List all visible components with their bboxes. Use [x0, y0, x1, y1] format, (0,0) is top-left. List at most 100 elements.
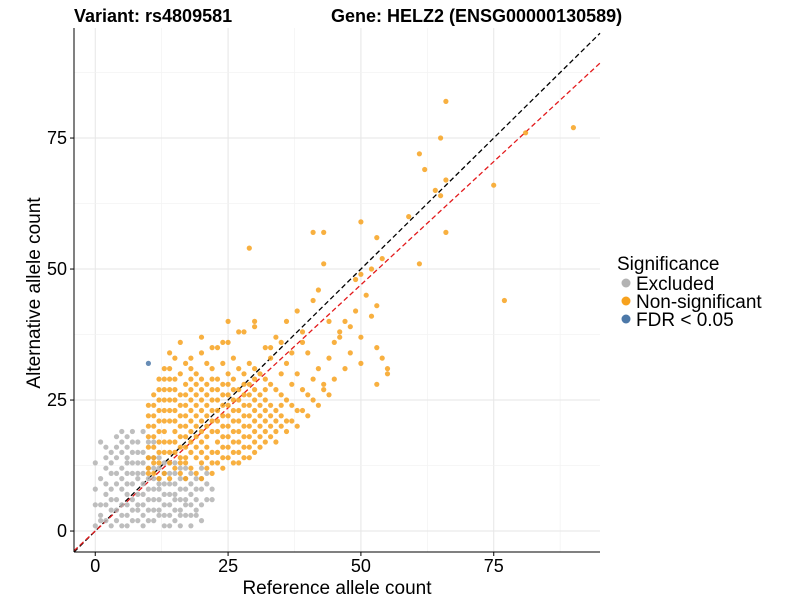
point-excluded [172, 460, 178, 466]
point-excluded [124, 470, 130, 476]
point-excluded [119, 523, 125, 529]
point-non-significant [241, 381, 247, 387]
point-non-significant [209, 428, 215, 435]
point-excluded [167, 502, 173, 508]
point-non-significant [374, 235, 380, 241]
point-non-significant [241, 434, 247, 440]
point-non-significant [443, 229, 449, 235]
point-excluded [98, 439, 104, 445]
legend-label-non-significant: Non-significant [636, 292, 762, 313]
point-non-significant [193, 444, 199, 450]
point-non-significant [252, 366, 258, 372]
point-excluded [129, 497, 135, 503]
point-excluded [151, 497, 157, 503]
data-points [92, 98, 577, 529]
point-excluded [124, 481, 130, 487]
point-non-significant [241, 371, 247, 377]
point-excluded [156, 465, 162, 471]
point-non-significant [204, 465, 210, 471]
point-non-significant [252, 387, 258, 393]
point-non-significant [342, 318, 348, 324]
point-non-significant [209, 345, 215, 351]
point-non-significant [204, 413, 210, 419]
point-excluded [92, 460, 98, 466]
point-excluded [183, 465, 189, 471]
point-non-significant [220, 423, 226, 429]
point-non-significant [156, 460, 162, 466]
point-non-significant [177, 455, 183, 461]
point-non-significant [225, 381, 231, 387]
chart-title-variant: Variant: rs4809581 [74, 6, 232, 26]
point-non-significant [347, 324, 353, 330]
point-non-significant [167, 397, 173, 403]
point-excluded [188, 481, 194, 487]
point-non-significant [167, 439, 173, 445]
point-non-significant [167, 418, 173, 424]
point-non-significant [198, 397, 205, 403]
y-tick-label: 0 [57, 521, 67, 541]
point-non-significant [294, 308, 300, 314]
point-non-significant [262, 376, 268, 382]
point-excluded [129, 470, 135, 476]
point-non-significant [570, 125, 577, 131]
point-fdr-0-05 [145, 360, 151, 366]
point-non-significant [198, 407, 205, 414]
point-non-significant [289, 402, 295, 408]
point-non-significant [193, 381, 199, 387]
point-non-significant [416, 261, 422, 267]
point-non-significant [236, 366, 242, 372]
point-non-significant [172, 387, 178, 393]
point-excluded [145, 439, 151, 445]
point-non-significant [236, 329, 242, 335]
point-non-significant [177, 460, 183, 466]
point-non-significant [246, 423, 252, 429]
point-non-significant [230, 439, 236, 445]
point-excluded [108, 497, 114, 503]
point-non-significant [353, 276, 359, 283]
point-non-significant [220, 381, 226, 387]
point-non-significant [172, 355, 178, 361]
point-non-significant [305, 350, 311, 356]
point-non-significant [209, 376, 215, 382]
point-non-significant [294, 371, 300, 377]
point-non-significant [230, 355, 236, 361]
point-excluded [113, 455, 120, 461]
point-excluded [193, 512, 199, 518]
point-excluded [193, 476, 199, 482]
point-excluded [108, 523, 114, 529]
point-non-significant [310, 229, 316, 235]
point-excluded [177, 512, 183, 518]
point-non-significant [172, 439, 178, 445]
point-non-significant [331, 376, 337, 382]
point-non-significant [236, 418, 242, 424]
x-tick-label: 0 [90, 556, 100, 576]
point-non-significant [241, 392, 247, 398]
point-non-significant [299, 329, 306, 335]
point-non-significant [289, 418, 295, 424]
point-non-significant [151, 434, 157, 440]
point-excluded [183, 502, 189, 508]
point-non-significant [151, 460, 157, 466]
point-non-significant [177, 444, 183, 450]
point-excluded [177, 476, 183, 482]
point-non-significant [188, 355, 194, 361]
point-non-significant [161, 366, 167, 372]
point-excluded [135, 507, 141, 513]
point-non-significant [331, 339, 337, 345]
point-non-significant [283, 318, 290, 324]
point-non-significant [220, 465, 226, 471]
point-non-significant [294, 407, 300, 414]
point-non-significant [209, 449, 215, 455]
point-excluded [135, 439, 141, 445]
point-non-significant [321, 387, 327, 393]
point-non-significant [167, 350, 173, 356]
point-excluded [113, 518, 120, 524]
point-excluded [140, 502, 146, 508]
point-excluded [177, 523, 183, 529]
point-excluded [124, 434, 130, 440]
point-excluded [103, 455, 109, 461]
point-non-significant [188, 428, 194, 435]
point-non-significant [246, 444, 252, 450]
point-excluded [119, 476, 125, 482]
point-non-significant [161, 387, 167, 393]
